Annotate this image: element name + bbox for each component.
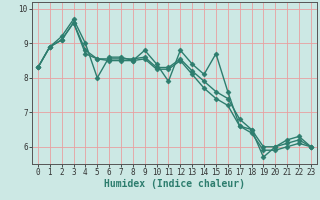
X-axis label: Humidex (Indice chaleur): Humidex (Indice chaleur): [104, 179, 245, 189]
